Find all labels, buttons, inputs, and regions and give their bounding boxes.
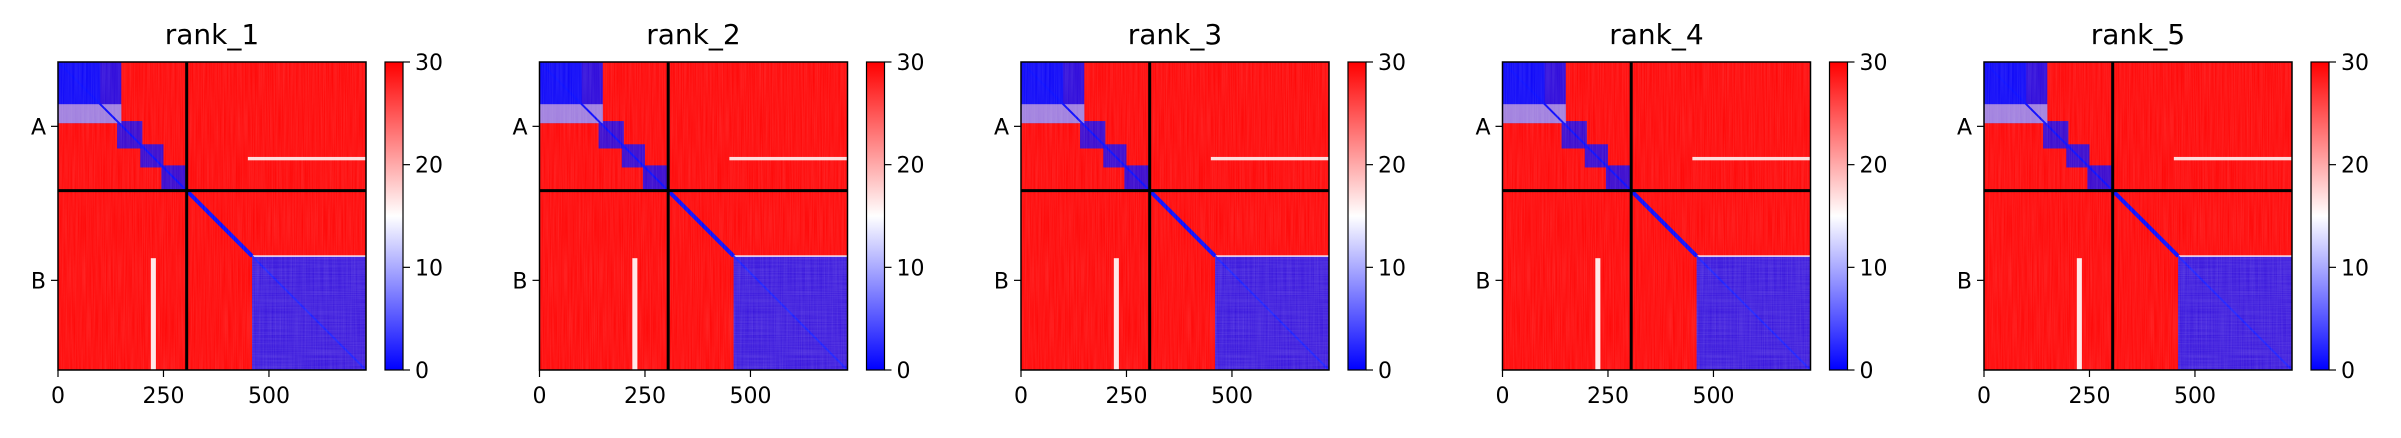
colorbar-tick-label: 0 [1860, 359, 1874, 384]
colorbar-frame [1828, 61, 1849, 371]
colorbar-tick-label: 20 [2341, 154, 2369, 179]
axes-frame [1501, 61, 1812, 371]
x-tick-label: 500 [1211, 384, 1253, 409]
heatmap-texture-b [1215, 256, 1329, 370]
colorbar-tick-label: 10 [897, 256, 925, 281]
heatmap-texture-b [733, 256, 848, 370]
panel-rank_2: rank_2 0 250 500 A B 0 10 20 30 [512, 18, 924, 409]
x-tick-label: 250 [142, 384, 184, 409]
panel-title: rank_5 [2091, 18, 2185, 51]
heatmap-texture-b [1696, 256, 1811, 370]
x-tick-label: 0 [51, 384, 65, 409]
x-tick-label: 0 [1014, 384, 1028, 409]
colorbar-tick-label: 10 [415, 256, 443, 281]
colorbar-frame [384, 61, 404, 371]
colorbar-tick-label: 10 [2341, 256, 2369, 281]
x-tick-label: 250 [624, 384, 666, 409]
y-tick-label: B [31, 269, 46, 294]
heatmap [1502, 62, 1811, 370]
panel-rank_5: rank_5 0 250 500 A B 0 10 20 30 [1957, 18, 2369, 409]
colorbar-frame [1347, 61, 1367, 371]
x-tick-label: 0 [1977, 384, 1991, 409]
y-tick-label: B [512, 269, 527, 294]
panels-root: rank_1 0 250 500 A B 0 10 20 30 rank_2 0 250 500 A B 0 10… [31, 18, 2369, 409]
colorbar-frame [2310, 61, 2330, 371]
colorbar [1348, 62, 1366, 370]
heatmap [1021, 62, 1329, 370]
x-tick-label: 250 [1587, 384, 1629, 409]
y-tick-label: A [994, 115, 1009, 140]
colorbar-tick-label: 10 [1860, 256, 1888, 281]
colorbar-tick-label: 20 [1860, 154, 1888, 179]
y-tick-label: A [1475, 115, 1490, 140]
colorbar-tick-label: 10 [1378, 256, 1406, 281]
panel-title: rank_2 [646, 18, 740, 51]
heatmap [539, 62, 848, 370]
panel-title: rank_1 [165, 18, 259, 51]
colorbar-tick-label: 20 [1378, 154, 1406, 179]
axes-frame [1983, 61, 2293, 371]
panel-rank_3: rank_3 0 250 500 A B 0 10 20 30 [994, 18, 1406, 409]
colorbar-frame [865, 61, 886, 371]
colorbar-tick-label: 0 [415, 359, 429, 384]
x-tick-label: 500 [729, 384, 771, 409]
x-tick-label: 250 [2068, 384, 2110, 409]
colorbar-tick-label: 0 [897, 359, 911, 384]
y-tick-label: A [1957, 115, 1972, 140]
heatmap-texture-b [2178, 256, 2292, 370]
colorbar [2311, 62, 2329, 370]
x-tick-label: 500 [2174, 384, 2216, 409]
colorbar [866, 62, 885, 370]
x-tick-label: 250 [1105, 384, 1147, 409]
colorbar-tick-label: 30 [415, 51, 443, 76]
colorbar-tick-label: 20 [897, 154, 925, 179]
x-tick-label: 0 [533, 384, 547, 409]
colorbar [385, 62, 403, 370]
x-tick-label: 500 [1692, 384, 1734, 409]
x-tick-label: 0 [1496, 384, 1510, 409]
axes-frame [57, 61, 367, 371]
axes-frame [1020, 61, 1330, 371]
y-tick-label: A [512, 115, 527, 140]
y-tick-label: B [1957, 269, 1972, 294]
colorbar-tick-label: 30 [897, 51, 925, 76]
colorbar-tick-label: 0 [2341, 359, 2355, 384]
colorbar-tick-label: 30 [2341, 51, 2369, 76]
heatmap [1984, 62, 2292, 370]
colorbar-tick-label: 0 [1378, 359, 1392, 384]
colorbar-tick-label: 30 [1378, 51, 1406, 76]
y-tick-label: B [1475, 269, 1490, 294]
y-tick-label: B [994, 269, 1009, 294]
colorbar [1829, 62, 1848, 370]
panel-title: rank_4 [1609, 18, 1703, 51]
panel-title: rank_3 [1128, 18, 1222, 51]
panel-rank_4: rank_4 0 250 500 A B 0 10 20 30 [1475, 18, 1887, 409]
x-tick-label: 500 [248, 384, 290, 409]
y-tick-label: A [31, 115, 46, 140]
heatmap-texture-b [252, 256, 366, 370]
axes-frame [538, 61, 849, 371]
panel-rank_1: rank_1 0 250 500 A B 0 10 20 30 [31, 18, 443, 409]
colorbar-tick-label: 20 [415, 154, 443, 179]
heatmap [58, 62, 366, 370]
colorbar-tick-label: 30 [1860, 51, 1888, 76]
